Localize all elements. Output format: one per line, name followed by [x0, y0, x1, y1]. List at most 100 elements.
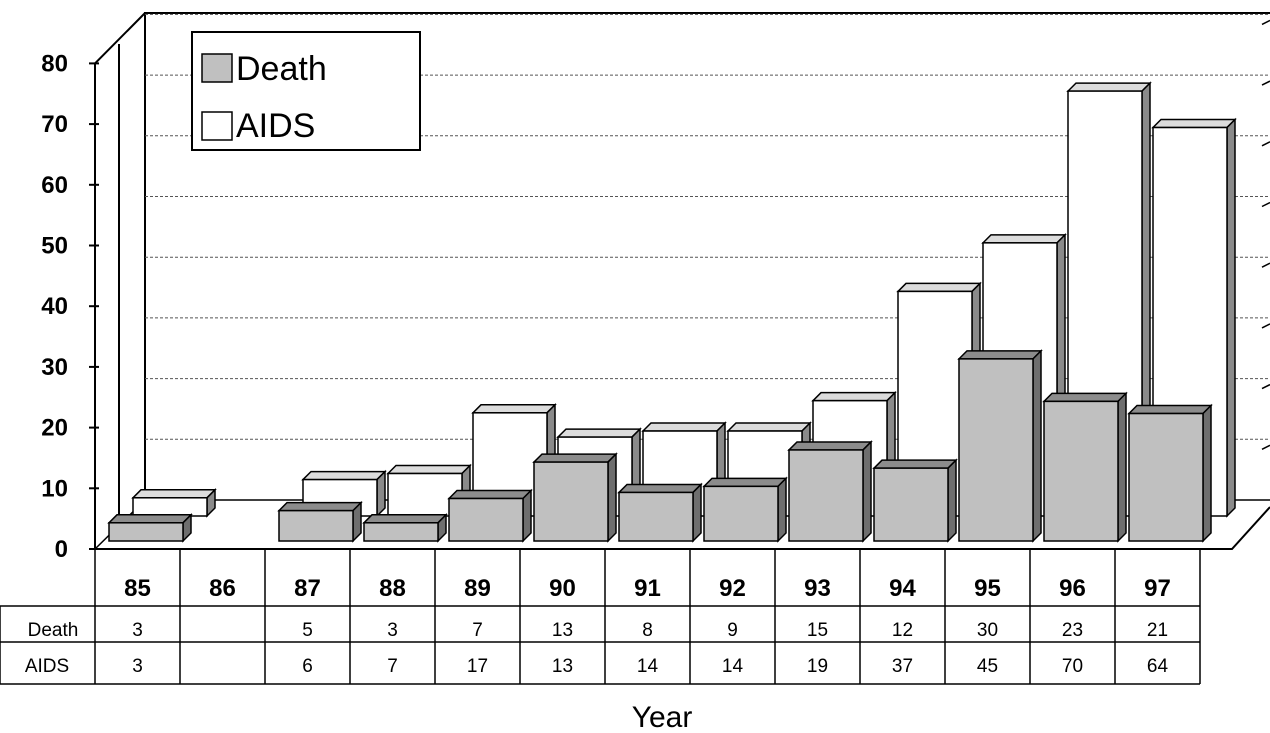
- death-bar-97-side: [1202, 403, 1212, 543]
- death-bar-95-face: [958, 358, 1034, 542]
- legend-swatch-aids: [201, 111, 233, 141]
- legend-swatch-death: [201, 53, 233, 83]
- y-tick-40: 40: [41, 293, 68, 320]
- y-tick-70: 70: [41, 111, 68, 138]
- aids-bar-91-top: [641, 422, 727, 432]
- death-bar-89-top: [447, 489, 533, 500]
- x-tick-89: 89: [464, 575, 491, 602]
- cell-death-85: 3: [132, 620, 143, 641]
- x-tick-97: 97: [1144, 575, 1171, 602]
- death-bar-91-top: [617, 483, 703, 494]
- death-bar-94-top: [872, 459, 958, 469]
- legend-label-aids: AIDS: [236, 107, 315, 145]
- table-row-label-aids: AIDS: [25, 656, 69, 677]
- x-tick-92: 92: [719, 575, 746, 602]
- cell-death-97: 21: [1147, 620, 1168, 641]
- death-bar-91-face: [618, 491, 694, 542]
- cell-aids-89: 17: [467, 656, 488, 677]
- death-bar-93: [787, 440, 873, 543]
- death-bar-97-face: [1128, 412, 1204, 542]
- aids-bar-90-top: [556, 428, 642, 438]
- y-axis-ticks: 0 10 20 30 40 50 60 70 80: [41, 50, 99, 563]
- death-bar-96-top: [1042, 392, 1128, 403]
- death-bar-95-side: [1032, 349, 1042, 543]
- aids-bar-95-top: [981, 234, 1067, 244]
- death-bar-91: [617, 482, 703, 543]
- death-bar-94-side: [947, 458, 957, 543]
- legend-label-death: Death: [236, 50, 327, 88]
- death-bar-93-top: [787, 441, 873, 451]
- death-bar-97: [1127, 403, 1213, 543]
- aids-bar-97-side: [1226, 117, 1236, 518]
- death-bar-90: [532, 452, 618, 543]
- death-bar-87: [277, 500, 363, 543]
- x-tick-86: 86: [209, 575, 236, 602]
- death-bar-87-side: [352, 500, 362, 543]
- death-bar-93-side: [862, 440, 872, 543]
- x-axis-title: Year: [632, 701, 693, 733]
- cell-aids-87: 6: [302, 656, 313, 677]
- cell-aids-85: 3: [132, 656, 143, 677]
- aids-bar-89-top: [471, 404, 557, 414]
- x-tick-91: 91: [634, 575, 661, 602]
- side-tick-30: [1261, 323, 1270, 329]
- y-tick-10: 10: [41, 475, 68, 502]
- aids-bar-97-top: [1151, 118, 1237, 129]
- x-tick-93: 93: [804, 575, 831, 602]
- cell-aids-88: 7: [387, 656, 398, 677]
- death-bar-88: [362, 512, 448, 543]
- cell-aids-96: 70: [1062, 656, 1083, 677]
- cell-death-90: 13: [552, 620, 573, 641]
- aids-bar-92-top: [726, 422, 812, 432]
- floor-front-edge: [95, 506, 1270, 550]
- side-tick-60: [1261, 141, 1270, 147]
- aids-bar-96-top: [1066, 82, 1152, 92]
- death-bar-85-face: [108, 522, 184, 542]
- death-bar-85: [107, 512, 193, 543]
- death-bar-95-top: [957, 350, 1043, 360]
- death-bar-93-face: [788, 449, 864, 542]
- x-tick-87: 87: [294, 575, 321, 602]
- x-tick-85: 85: [124, 575, 151, 602]
- side-tick-70: [1261, 80, 1270, 86]
- cell-aids-97: 64: [1147, 656, 1169, 677]
- death-bar-96-side: [1117, 391, 1127, 543]
- y-tick-30: 30: [41, 354, 68, 381]
- death-bar-92-side: [777, 476, 787, 543]
- aids-bar-93-top: [811, 391, 897, 402]
- aids-bar-88-top: [386, 464, 472, 475]
- death-bar-92-top: [702, 477, 788, 488]
- death-bar-96: [1042, 391, 1128, 543]
- cell-death-93: 15: [807, 620, 828, 641]
- death-bar-94: [872, 458, 958, 543]
- side-tick-20: [1261, 383, 1270, 390]
- aids-bar-87-side: [376, 469, 386, 518]
- cell-aids-92: 14: [722, 656, 744, 677]
- cell-aids-94: 37: [892, 656, 913, 677]
- death-bar-89-face: [448, 497, 524, 542]
- x-tick-88: 88: [379, 575, 406, 602]
- side-tick-50: [1261, 201, 1270, 208]
- cell-death-91: 8: [642, 620, 653, 641]
- death-bar-85-top: [107, 514, 193, 524]
- x-tick-90: 90: [549, 575, 576, 602]
- death-bar-90-face: [533, 461, 609, 542]
- aids-bar-87-top: [301, 470, 387, 481]
- cell-death-96: 23: [1062, 620, 1083, 641]
- death-bar-88-top: [362, 514, 448, 524]
- cell-death-88: 3: [387, 620, 398, 641]
- death-bar-90-side: [607, 452, 617, 543]
- cell-aids-95: 45: [977, 656, 998, 677]
- death-bar-92: [702, 476, 788, 543]
- cell-aids-91: 14: [637, 656, 659, 677]
- y-tick-20: 20: [41, 415, 68, 442]
- x-tick-96: 96: [1059, 575, 1086, 602]
- cell-death-87: 5: [302, 620, 313, 641]
- y-tick-50: 50: [41, 233, 68, 260]
- death-bar-87-top: [277, 501, 363, 512]
- death-bar-88-face: [363, 522, 439, 542]
- death-bar-91-side: [692, 482, 702, 543]
- death-bar-89-side: [522, 488, 532, 543]
